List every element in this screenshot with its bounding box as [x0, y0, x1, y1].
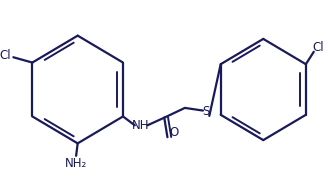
Text: O: O — [170, 126, 179, 139]
Text: NH: NH — [132, 119, 150, 132]
Text: Cl: Cl — [0, 49, 11, 62]
Text: S: S — [202, 105, 210, 118]
Text: NH₂: NH₂ — [65, 157, 87, 170]
Text: Cl: Cl — [313, 41, 324, 54]
